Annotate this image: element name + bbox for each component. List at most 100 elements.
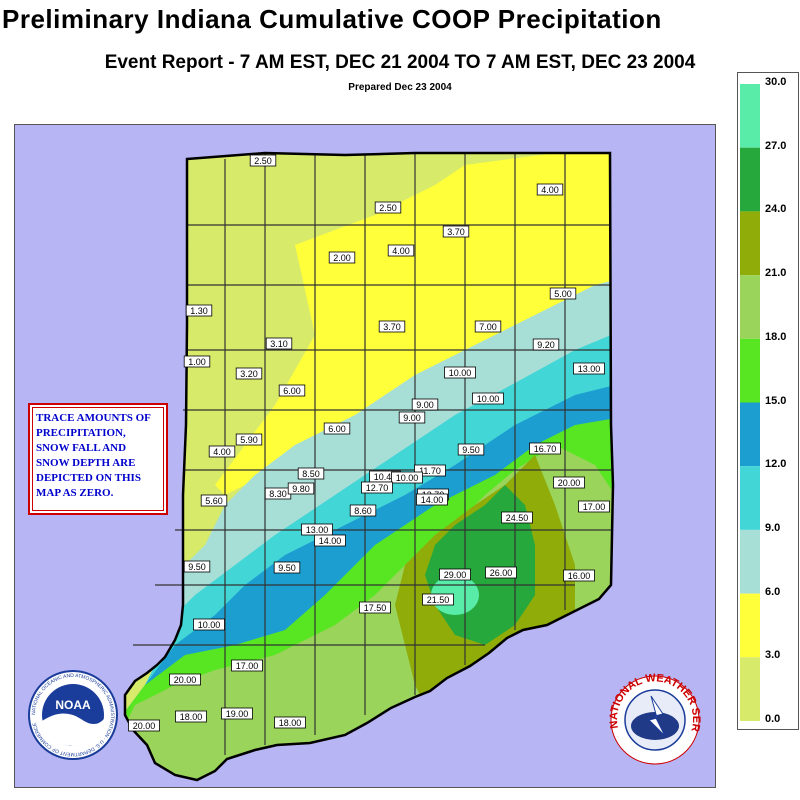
map-frame: 2.50 2.50 4.00 3.70 2.00 4.00 5.00 1.30 3.70 7.00… (14, 124, 716, 788)
noaa-logo-text: NOAA (55, 698, 91, 712)
legend-label: 15.0 (765, 394, 787, 407)
svg-text:6.00: 6.00 (328, 424, 346, 434)
legend-swatch (740, 529, 760, 594)
legend-label: 21.0 (765, 267, 787, 280)
svg-text:8.50: 8.50 (302, 469, 320, 479)
station-value-label: 20.00 (553, 476, 585, 489)
precipitation-shading (125, 153, 613, 780)
svg-text:9.00: 9.00 (416, 400, 434, 410)
station-value-label: 5.60 (200, 494, 228, 507)
trace-note-text: TRACE AMOUNTS OF PRECIPITATION, SNOW FAL… (36, 412, 151, 499)
legend-color-scale (740, 84, 760, 721)
station-value-label: 8.50 (297, 467, 325, 480)
legend-label: 0.0 (765, 713, 781, 725)
map-subtitle: Event Report - 7 AM EST, DEC 21 2004 TO … (104, 52, 696, 73)
svg-text:9.50: 9.50 (278, 563, 296, 573)
svg-text:13.00: 13.00 (306, 525, 329, 535)
station-value-label: 2.50 (374, 201, 402, 214)
station-value-label: 14.00 (416, 493, 448, 506)
station-value-label: 11.70 (414, 464, 446, 477)
svg-text:29.00: 29.00 (444, 570, 467, 580)
station-value-label: 21.50 (422, 593, 454, 606)
svg-text:14.00: 14.00 (421, 495, 444, 505)
noaa-logo: NOAA NATIONAL OCEANIC AND ATMOSPHERIC AD… (28, 670, 118, 760)
station-value-label: 10.00 (391, 471, 423, 484)
svg-text:3.70: 3.70 (383, 322, 401, 332)
svg-text:16.00: 16.00 (568, 571, 591, 581)
legend-swatch (740, 593, 760, 658)
legend-label: 30.0 (765, 76, 787, 88)
station-value-label: 13.00 (301, 523, 333, 536)
legend-swatch (740, 657, 760, 721)
station-value-label: 4.00 (208, 445, 236, 458)
svg-text:6.00: 6.00 (283, 386, 301, 396)
station-value-label: 9.80 (287, 482, 315, 495)
station-value-label: 29.00 (439, 568, 471, 581)
svg-text:5.90: 5.90 (240, 435, 258, 445)
station-value-label: 18.00 (175, 710, 207, 723)
station-value-label: 6.00 (323, 422, 351, 435)
svg-text:17.00: 17.00 (583, 502, 606, 512)
svg-text:5.60: 5.60 (205, 496, 223, 506)
svg-text:19.00: 19.00 (226, 709, 249, 719)
svg-text:13.00: 13.00 (578, 364, 601, 374)
station-value-label: 1.00 (183, 355, 211, 368)
station-value-label: 9.50 (457, 443, 485, 456)
station-value-label: 5.90 (235, 433, 263, 446)
legend-label: 9.0 (765, 521, 781, 534)
station-value-label: 8.30 (264, 487, 292, 500)
svg-text:4.00: 4.00 (541, 185, 559, 195)
svg-text:9.50: 9.50 (188, 562, 206, 572)
legend-swatch (740, 211, 760, 276)
legend-swatch (740, 275, 760, 339)
svg-text:20.00: 20.00 (174, 675, 197, 685)
legend-swatch (740, 466, 760, 530)
svg-text:26.00: 26.00 (490, 568, 513, 578)
precipitation-legend (737, 72, 799, 730)
station-value-label: 5.00 (549, 287, 577, 300)
svg-text:18.00: 18.00 (279, 718, 302, 728)
svg-text:2.50: 2.50 (379, 203, 397, 213)
svg-text:2.50: 2.50 (254, 156, 272, 166)
svg-text:14.00: 14.00 (319, 536, 342, 546)
svg-text:10.00: 10.00 (477, 394, 500, 404)
station-value-label: 19.00 (221, 707, 253, 720)
legend-swatch (740, 147, 760, 212)
legend-label: 18.0 (765, 330, 787, 343)
svg-text:7.00: 7.00 (479, 322, 497, 332)
indiana-precipitation-map: 2.50 2.50 4.00 3.70 2.00 4.00 5.00 1.30 3.70 7.00… (28, 151, 702, 782)
svg-text:20.00: 20.00 (558, 478, 581, 488)
svg-text:8.60: 8.60 (354, 506, 372, 516)
station-value-label: 16.70 (529, 442, 561, 455)
svg-text:9.80: 9.80 (292, 484, 310, 494)
svg-text:3.20: 3.20 (240, 369, 258, 379)
station-value-label: 9.00 (411, 398, 439, 411)
svg-text:5.00: 5.00 (554, 289, 572, 299)
legend-label: 24.0 (765, 203, 787, 216)
station-value-label: 8.60 (349, 504, 377, 517)
svg-text:3.10: 3.10 (270, 339, 288, 349)
svg-text:1.30: 1.30 (190, 306, 208, 316)
station-value-label: 4.00 (536, 183, 564, 196)
svg-text:10.00: 10.00 (396, 473, 419, 483)
svg-text:9.20: 9.20 (537, 340, 555, 350)
station-value-label: 26.00 (485, 566, 517, 579)
svg-text:24.50: 24.50 (506, 513, 529, 523)
station-value-label: 18.00 (274, 716, 306, 729)
legend-label: 12.0 (765, 458, 787, 471)
legend-swatch (740, 402, 760, 467)
svg-text:10.00: 10.00 (198, 620, 221, 630)
station-value-label: 3.70 (442, 225, 470, 238)
indiana-state-outline (123, 151, 615, 782)
nws-logo: NATIONAL WEATHER SERVICE (608, 672, 702, 765)
station-value-label: 2.00 (328, 251, 356, 264)
station-value-label: 7.00 (474, 320, 502, 333)
station-value-label: 17.00 (578, 500, 610, 513)
station-value-label: 9.20 (532, 338, 560, 351)
prepared-date: Prepared Dec 23 2004 (348, 82, 452, 93)
station-value-label: 1.30 (185, 304, 213, 317)
legend-label: 27.0 (765, 139, 787, 152)
station-value-label: 16.00 (563, 569, 595, 582)
station-value-label: 20.00 (169, 673, 201, 686)
station-value-label: 6.00 (278, 384, 306, 397)
